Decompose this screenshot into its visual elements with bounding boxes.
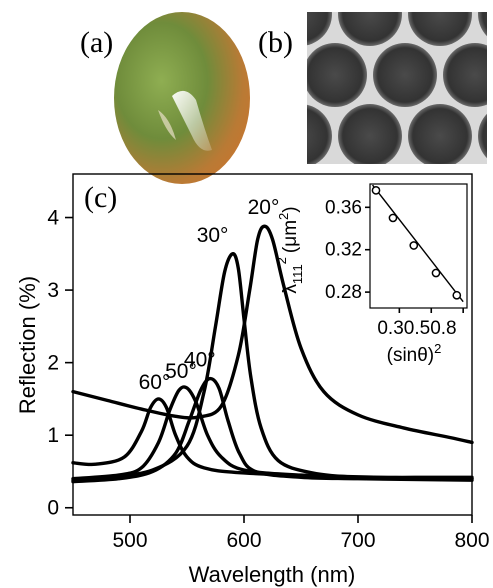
inset-y-tick-label: 0.32 [325,240,362,261]
x-tick-label: 700 [340,529,375,552]
inset-y-axis-title: λ1112(μm2) [274,206,305,293]
inset-data-point [452,290,462,300]
angle-labels: 20° 30° 40°50°60° [139,196,280,394]
peak-label-20deg: 20° [248,196,280,219]
sem-particle [307,104,332,164]
panel-a-label: (a) [80,26,113,59]
sem-particle [373,43,437,107]
sem-particle [478,12,487,37]
peak-label-30deg: 30° [197,224,229,247]
inset-y-tick-label: 0.28 [325,282,362,303]
inset-x-axis-title: (sinθ)2 [387,341,442,366]
panel-b-label: (b) [258,26,293,59]
y-tick-label: 0 [47,497,59,520]
sample-reflection-highlight [172,90,212,151]
inset-data-point [431,268,441,278]
sem-particle [408,104,472,164]
peak-label-40deg: 40° [184,349,216,372]
inset-axes: 0.28 0.32 0.36 0.30.50.8 [325,197,464,339]
inset-plot [371,184,464,303]
inset-data-point [371,186,381,195]
x-tick-label: 600 [226,529,261,552]
main-curves [71,224,474,484]
y-tick-label: 4 [47,207,59,230]
panel-c-label: (c) [84,181,117,214]
sem-particles [307,12,487,164]
sem-particle [338,12,402,46]
series-line-20deg [71,224,474,445]
sem-particle [307,43,367,107]
x-tick-label: 800 [454,529,489,552]
y-tick-label: 3 [47,279,59,302]
inset-data-point [388,213,398,223]
inset-y-tick-label: 0.36 [325,197,362,218]
sample-reflection-streak [158,110,176,140]
y-axis-title: Reflection (%) [15,276,40,414]
inset-fit-line [371,184,464,303]
sem-particle [443,43,487,107]
y-tick-label: 1 [47,424,59,447]
sem-particle [307,12,332,46]
inset-data-point [409,241,419,250]
inset: 0.28 0.32 0.36 0.30.50.8 (sinθ)2 λ1112(μm2) [274,183,468,366]
sem-particle [408,12,472,46]
plot-frame [72,173,473,516]
inset-x-tick-label: 0.8 [430,318,456,339]
main-axes: 500 600 700 800 0 1 2 3 4 [47,207,489,552]
inset-x-tick-labels: 0.30.50.8 [377,318,456,339]
x-axis-title: Wavelength (nm) [189,562,356,587]
sem-particle [478,113,487,159]
panel-b: (b) [258,12,487,164]
y-tick-label: 2 [47,352,59,375]
inset-x-tick-label: 0.3 [377,318,403,339]
series-line-50deg [71,385,474,481]
series-line-60deg [71,397,474,481]
inset-frame [369,183,468,309]
sem-particle [338,104,402,164]
panel-a: (a) [80,12,250,184]
inset-x-tick-label: 0.5 [404,318,430,339]
panel-c: (c) 500 600 700 800 0 1 2 3 4 20° 30° 40°50°60° Wa… [15,173,490,587]
peak-label-50deg: 50° [165,360,197,383]
x-tick-label: 500 [112,529,147,552]
series-line-40deg [71,376,474,484]
peak-label-60deg: 60° [139,371,171,394]
